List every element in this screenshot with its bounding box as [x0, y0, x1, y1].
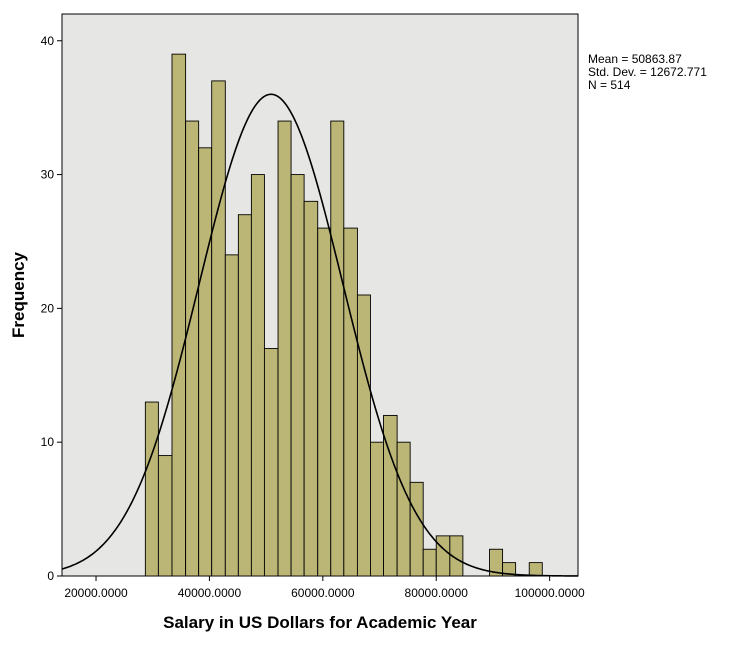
histogram-bar [396, 441, 411, 577]
histogram-bar [317, 227, 332, 577]
x-tick-label: 40000.0000 [178, 586, 242, 600]
histogram-bar [502, 562, 517, 577]
y-tick-label: 40 [41, 34, 55, 48]
x-tick-label: 80000.0000 [405, 586, 469, 600]
x-axis-title: Salary in US Dollars for Academic Year [163, 613, 477, 632]
stats-std-dev: Std. Dev. = 12672.771 [588, 65, 707, 79]
histogram-bar [422, 548, 437, 577]
histogram-bar [237, 214, 252, 577]
y-axis: 0 10 20 30 40 [41, 34, 62, 583]
y-axis-title: Frequency [9, 251, 28, 338]
histogram-bar [185, 120, 200, 577]
histogram-bar [171, 53, 187, 577]
histogram-bar [356, 294, 371, 577]
stats-n: N = 514 [588, 78, 631, 92]
y-tick-label: 30 [41, 168, 55, 182]
x-axis: 20000.0000 40000.0000 60000.0000 80000.0000… [64, 576, 585, 600]
x-tick-label: 100000.0000 [515, 586, 585, 600]
histogram-bar [449, 535, 464, 577]
normal-curve [61, 93, 579, 577]
histogram-bar [224, 254, 239, 577]
y-tick-label: 10 [41, 435, 55, 449]
histogram-bar [144, 401, 159, 577]
histogram-bar [250, 174, 265, 577]
histogram-bar [303, 200, 319, 577]
histogram-bar [277, 120, 292, 577]
histogram-bar [343, 227, 358, 577]
histogram-bar [330, 120, 345, 577]
y-tick-label: 20 [41, 301, 55, 315]
histogram-bar [157, 455, 173, 577]
x-tick-label: 20000.0000 [64, 586, 128, 600]
y-tick-label: 0 [47, 569, 54, 583]
histogram-bar [409, 481, 424, 577]
histogram-bar [263, 348, 279, 577]
histogram-bar [211, 80, 226, 577]
histogram-bar [435, 535, 451, 577]
histogram-bar [370, 441, 384, 577]
histogram-bar [198, 147, 213, 577]
stats-mean: Mean = 50863.87 [588, 52, 682, 66]
x-tick-label: 60000.0000 [291, 586, 355, 600]
histogram-bar [290, 174, 305, 577]
histogram-bar [528, 562, 543, 577]
